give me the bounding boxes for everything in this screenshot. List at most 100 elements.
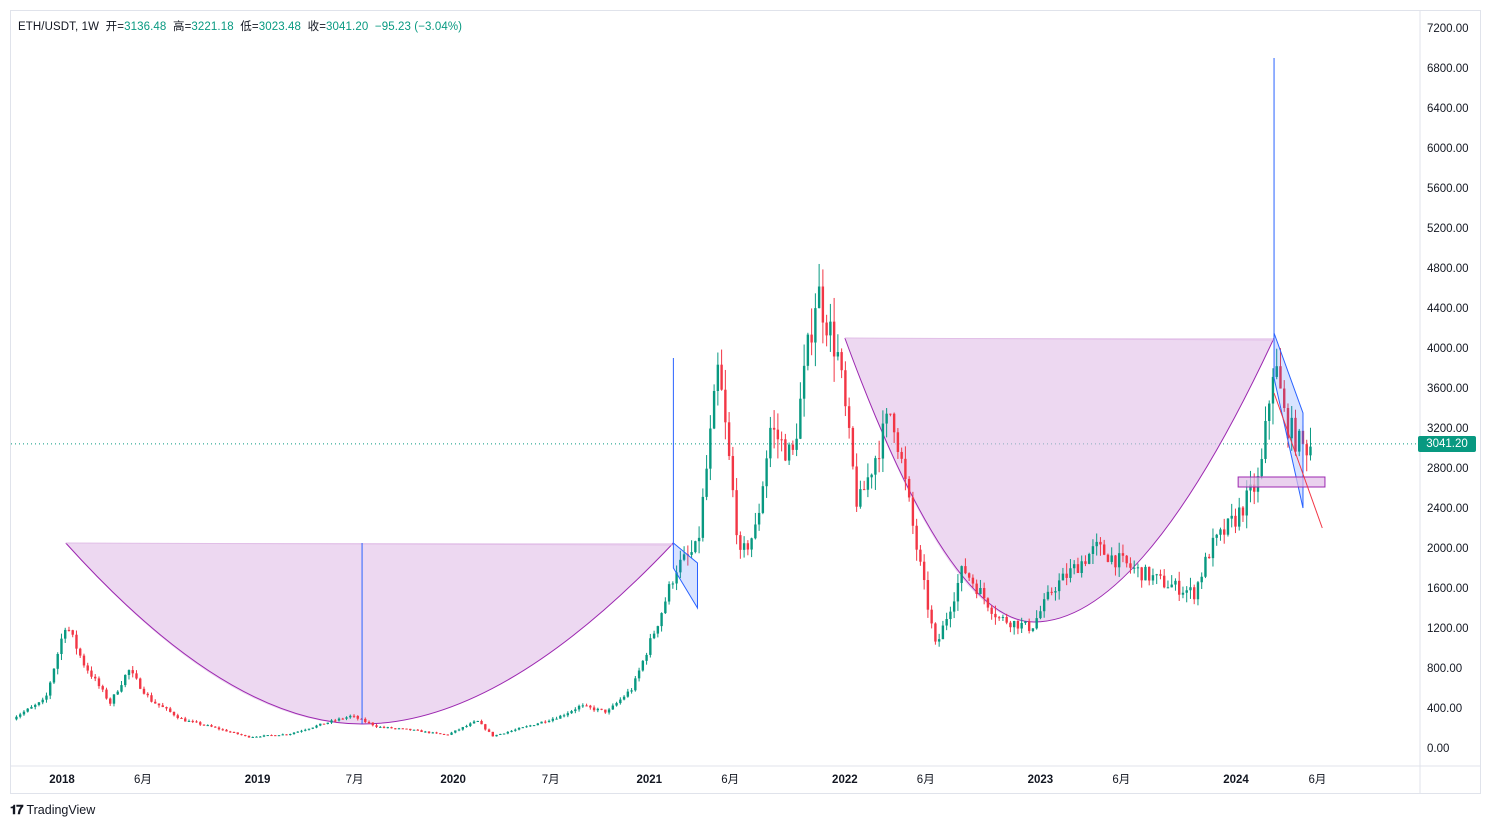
candle-body — [675, 572, 678, 584]
candle-body — [480, 720, 483, 725]
candle-body — [975, 583, 978, 595]
candle-body — [982, 588, 986, 599]
candle-body — [776, 429, 780, 440]
price-tick-label: 3200.00 — [1427, 423, 1469, 435]
candle-body — [326, 722, 329, 725]
candle-body — [1241, 507, 1245, 516]
candle-body — [146, 693, 149, 696]
candle-body — [289, 734, 292, 736]
price-tick-label: 4400.00 — [1427, 303, 1469, 315]
candle-body — [109, 698, 112, 704]
candle-body — [889, 413, 892, 415]
time-tick-label: 7月 — [542, 774, 560, 786]
ohlc-legend: ETH/USDT, 1W 开=3136.48 高=3221.18 低=3023.… — [18, 21, 463, 33]
candle-body — [409, 728, 412, 731]
candle-body — [844, 370, 847, 407]
candle-body — [1290, 417, 1293, 439]
close-label: 收 — [307, 21, 320, 33]
price-tick-label: 400.00 — [1427, 703, 1462, 715]
candle-body — [124, 674, 127, 686]
parallel-channel[interactable] — [1273, 332, 1304, 509]
candle-body — [281, 734, 284, 736]
drawing-tools[interactable] — [361, 58, 1326, 724]
cup-pattern-fill — [65, 543, 674, 725]
candle-body — [589, 705, 592, 708]
candle-body — [37, 702, 41, 705]
candle-body — [1057, 580, 1061, 592]
candle-body — [607, 709, 611, 713]
candle-body — [397, 728, 401, 730]
candle-body — [1204, 556, 1207, 577]
candle-body — [262, 735, 266, 737]
candle-body — [1279, 366, 1282, 389]
candle-body — [195, 721, 198, 723]
price-axis[interactable]: 7200.00 6800.00 6400.00 6000.00 5600.00 5200.… — [1427, 23, 1469, 755]
candle-body — [277, 735, 281, 737]
candle-body — [761, 486, 765, 513]
candle-body — [900, 451, 903, 459]
candle-body — [341, 718, 344, 720]
candle-body — [1132, 567, 1136, 569]
candle-body — [1215, 534, 1218, 538]
candle-body — [1211, 537, 1215, 559]
candle-body — [919, 549, 922, 562]
candle-body — [1012, 621, 1016, 628]
candle-body — [885, 413, 888, 424]
pattern-annotations — [65, 337, 1275, 725]
candle-body — [127, 670, 131, 675]
candle-body — [637, 670, 641, 679]
candle-body — [1219, 529, 1222, 535]
candle-body — [180, 717, 183, 719]
candle-body — [739, 535, 742, 550]
cup-pattern-fill — [844, 338, 1275, 623]
candle-body — [1020, 623, 1023, 629]
candle-body — [172, 711, 176, 716]
candle-body — [424, 731, 427, 733]
candle-body — [821, 286, 825, 323]
candle-body — [649, 638, 652, 655]
candle-body — [435, 732, 438, 734]
symbol-label[interactable]: ETH/USDT, 1W — [18, 21, 100, 33]
candle-body — [450, 732, 453, 735]
candle-body — [1001, 616, 1005, 618]
candle-body — [1249, 484, 1252, 491]
trend-ray[interactable] — [1273, 392, 1323, 529]
candle-body — [307, 728, 311, 730]
time-tick-label: 6月 — [134, 774, 152, 786]
candle-body — [581, 705, 585, 707]
candle-body — [555, 718, 558, 720]
candle-body — [795, 438, 798, 450]
candle-body — [1185, 590, 1188, 593]
candle-body — [379, 726, 382, 728]
price-tick-label: 800.00 — [1427, 663, 1462, 675]
candle-body — [322, 723, 326, 725]
support-zone-rectangle[interactable] — [1237, 476, 1326, 488]
candle-body — [232, 732, 236, 734]
candle-body — [142, 688, 146, 694]
candle-body — [446, 734, 449, 736]
candle-body — [1298, 430, 1301, 452]
candle-body — [1005, 616, 1008, 623]
candle-body — [679, 559, 682, 573]
open-label: 开 — [105, 21, 118, 33]
candle-body — [1144, 566, 1147, 581]
candle-body — [994, 613, 997, 618]
candle-body — [349, 715, 352, 718]
candle-body — [64, 629, 67, 639]
candle-body — [1069, 568, 1072, 578]
candle-body — [829, 321, 832, 336]
candle-body — [427, 731, 431, 734]
time-tick-label: 6月 — [917, 774, 935, 786]
candle-body — [1245, 490, 1248, 516]
candle-body — [491, 731, 495, 737]
candle-body — [1009, 622, 1012, 628]
candle-body — [510, 730, 513, 732]
tradingview-brand[interactable]: 𝟏𝟕 TradingView — [10, 802, 95, 818]
time-axis[interactable]: 2018 6月 2019 7月 2020 7月 2021 6月 2022 6月 2023 6月 2024… — [49, 774, 1326, 786]
candle-body — [727, 422, 731, 457]
candle-body — [1117, 553, 1121, 568]
time-tick-label: 2018 — [49, 774, 75, 786]
low-value: 3023.48 — [258, 21, 302, 33]
parallel-channel[interactable] — [672, 541, 698, 610]
